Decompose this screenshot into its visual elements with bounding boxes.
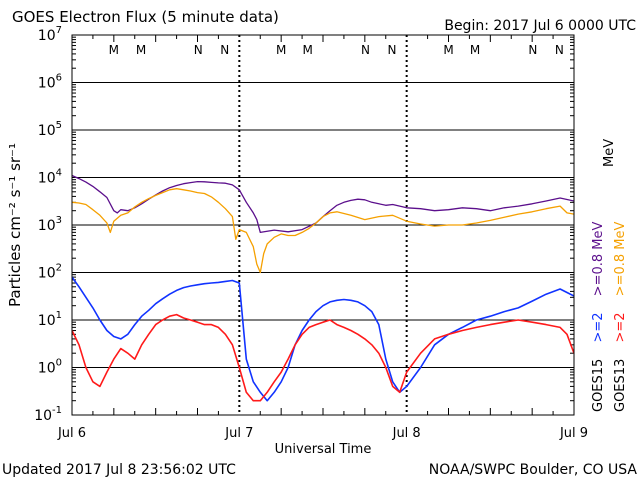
y-tick-label: 107	[38, 25, 62, 44]
plot-frame	[71, 34, 575, 416]
y-axis-title: Particles cm⁻² s⁻¹ sr⁻¹	[6, 143, 24, 307]
orbit-marker: M	[276, 43, 286, 57]
series-line	[72, 188, 574, 274]
orbit-marker: N	[361, 43, 370, 57]
legend-goes15-label: GOES15	[591, 359, 606, 412]
y-tick-label: 10-1	[34, 405, 62, 424]
x-tick-label: Jul 6	[57, 426, 86, 441]
y-tick-label: 104	[38, 168, 62, 187]
day-boundaries	[238, 35, 408, 415]
series-layer	[72, 174, 574, 402]
orbit-marker: M	[470, 43, 480, 57]
begin-time: Begin: 2017 Jul 6 0000 UTC	[444, 18, 636, 34]
orbit-marker: M	[302, 43, 312, 57]
orbit-marker: N	[388, 43, 397, 57]
series-line	[72, 276, 574, 402]
y-tick-label: 101	[38, 310, 62, 329]
y-tick-label: 105	[38, 120, 62, 139]
y-tick-label: 102	[38, 263, 62, 282]
chart-title: GOES Electron Flux (5 minute data)	[12, 8, 279, 26]
orbit-marker: M	[136, 43, 146, 57]
y-tick-label: 103	[38, 215, 62, 234]
legend-low-energy-goes13: >=2	[613, 312, 628, 342]
orbit-marker: M	[109, 43, 119, 57]
x-tick-label: Jul 9	[559, 426, 588, 441]
svg-text:GOES15 >=2 >=0.8 M: GOES15 >=2 >=0.8 MeV	[591, 222, 606, 412]
series-line	[72, 174, 574, 234]
orbit-marker: N	[555, 43, 564, 57]
orbit-marker: N	[528, 43, 537, 57]
orbit-marker: N	[194, 43, 203, 57]
legend-low-unit: MeV	[602, 139, 617, 167]
orbit-marker: M	[443, 43, 453, 57]
legend-low-energy-goes15: >=2	[591, 312, 606, 342]
legend-high-energy-goes15: >=0.8 MeV	[591, 222, 606, 297]
y-tick-label: 100	[38, 358, 62, 377]
plot-grid	[72, 34, 574, 416]
svg-text:GOES13 >=2 >=0.8 M: GOES13 >=2 >=0.8 MeV	[613, 222, 628, 412]
credit-text: NOAA/SWPC Boulder, CO USA	[429, 462, 638, 478]
legend: GOES15 >=2 >=0.8 MeV GOES13 >=2 >=0.8 Me…	[591, 139, 628, 412]
series-line	[72, 313, 574, 402]
legend-unit-row: MeV	[602, 139, 617, 167]
y-tick-label: 106	[38, 73, 62, 92]
legend-high-energy-goes13: >=0.8 MeV	[613, 222, 628, 297]
x-tick-label: Jul 7	[224, 426, 253, 441]
x-axis-title: Universal Time	[275, 442, 372, 457]
updated-timestamp: Updated 2017 Jul 8 23:56:02 UTC	[2, 462, 236, 478]
x-tick-label: Jul 8	[392, 426, 421, 441]
orbit-marker: N	[220, 43, 229, 57]
x-axis: Jul 6 Jul 7 Jul 8 Jul 9	[57, 35, 588, 441]
legend-goes13-label: GOES13	[613, 359, 628, 412]
y-axis: 10-1 100 101 102 103 104 105 106 107	[34, 25, 574, 424]
